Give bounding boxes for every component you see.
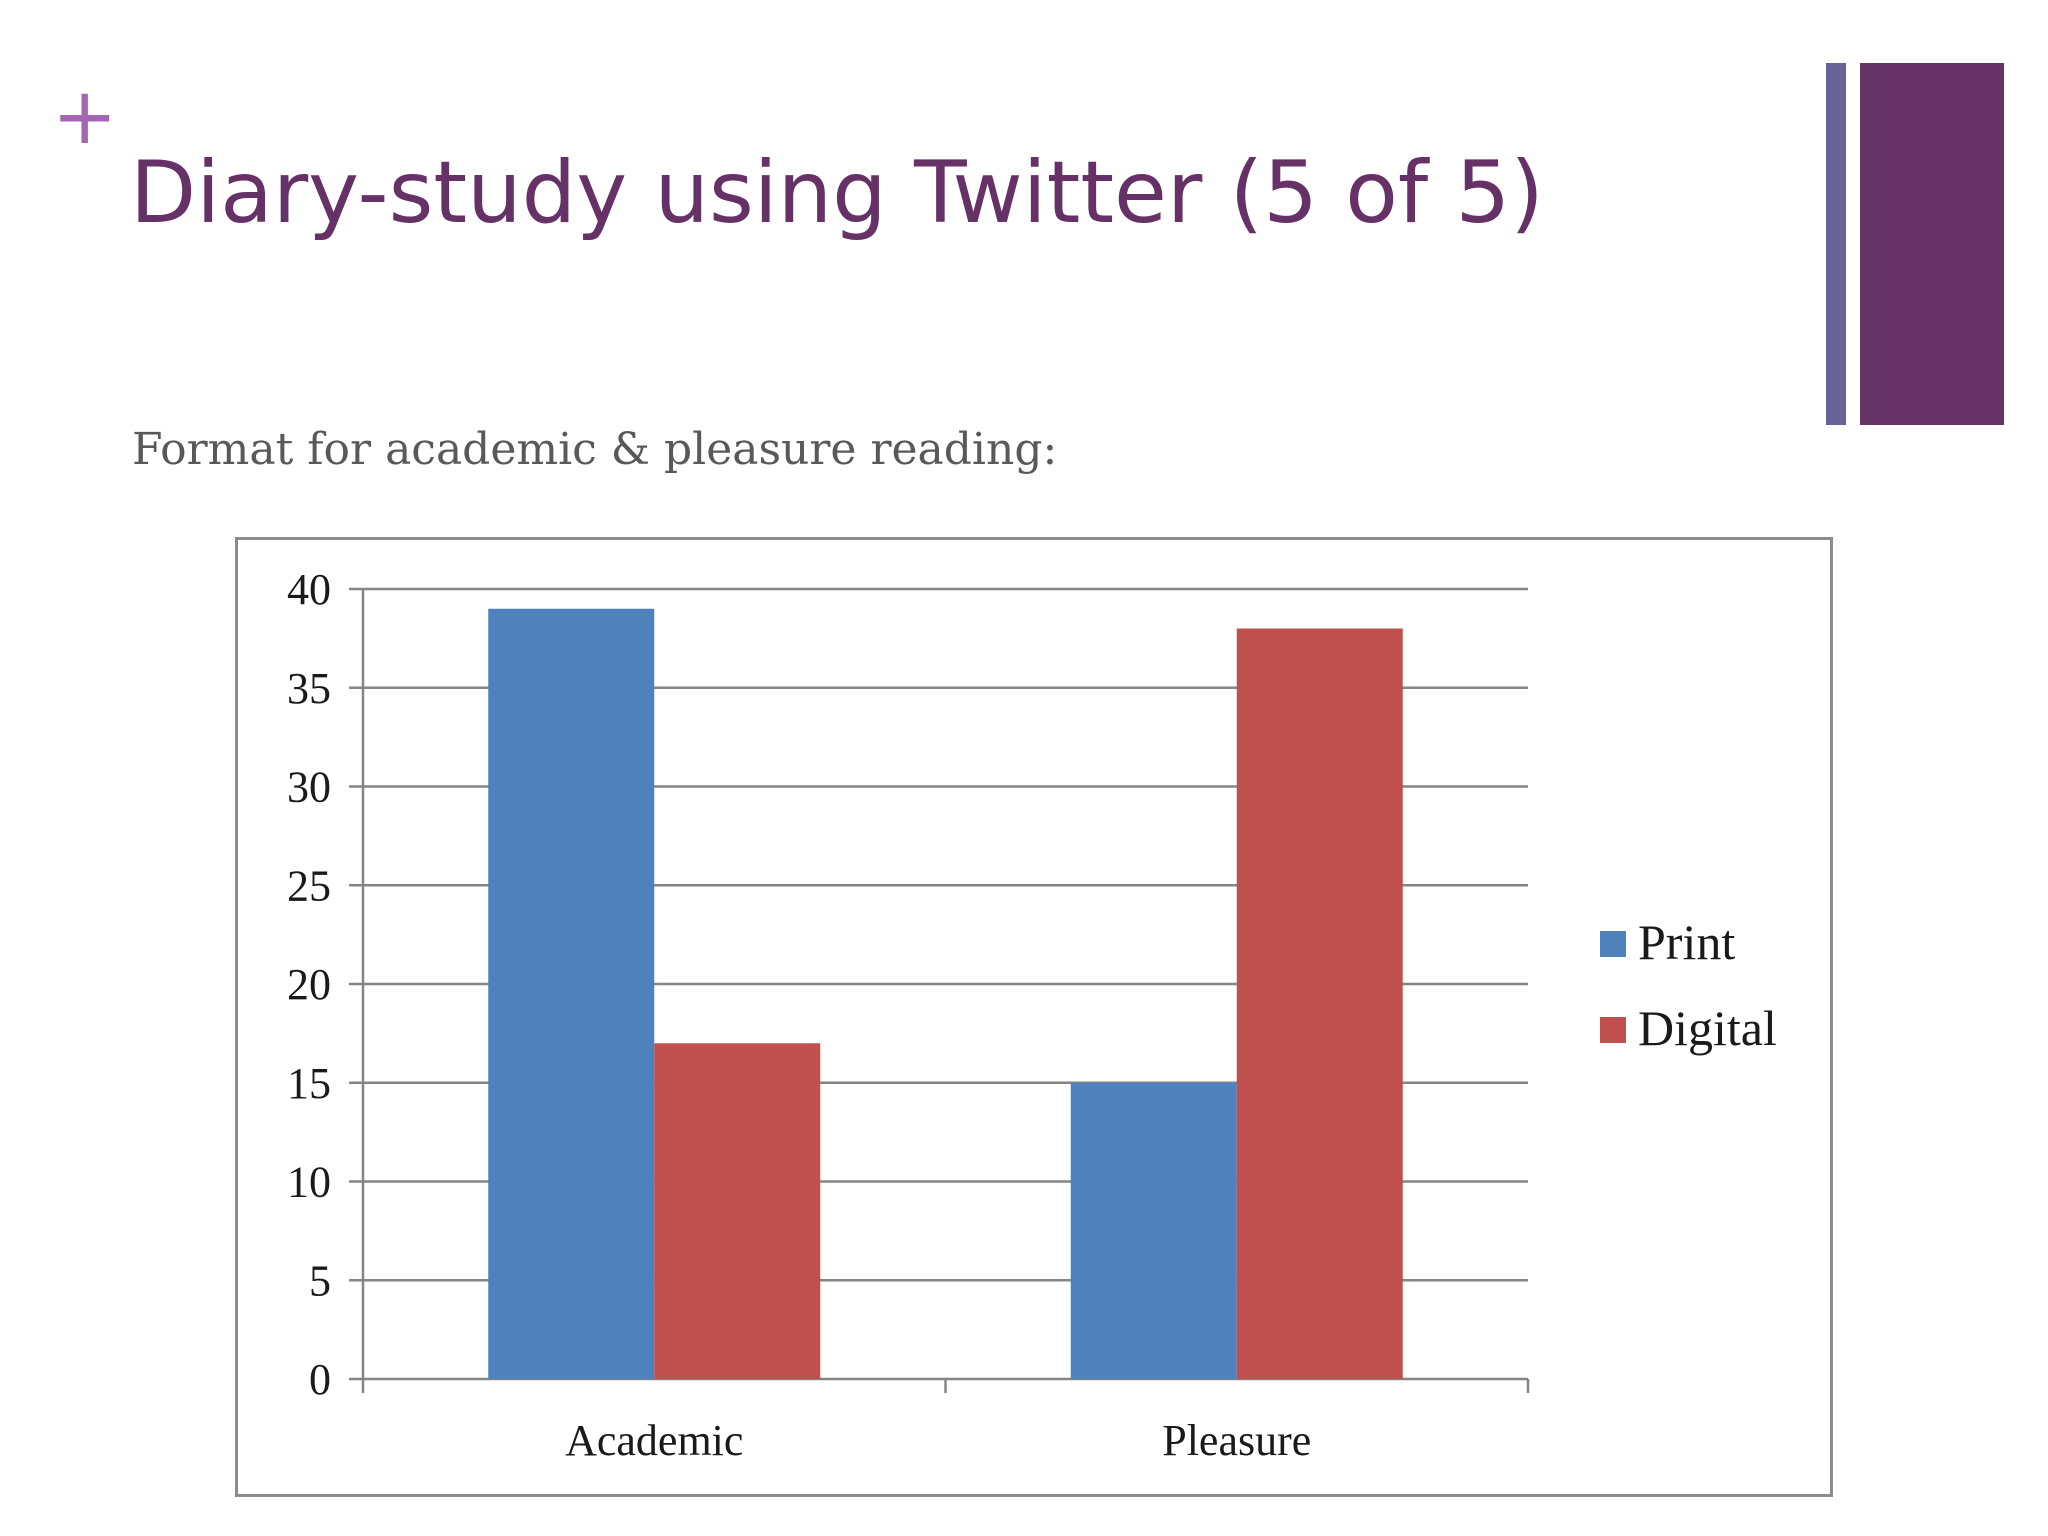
y-tick-label: 30 [287, 763, 331, 812]
slide-subtitle: Format for academic & pleasure reading: [132, 424, 1058, 475]
y-tick-label: 10 [287, 1158, 331, 1207]
bar-digital-pleasure [1236, 628, 1403, 1379]
bar-chart: 0 5 10 15 20 25 30 35 40 Academic Pleasure Print Dig… [287, 565, 1777, 1465]
slide-title: Diary-study using Twitter (5 of 5) [130, 143, 1544, 243]
bar-digital-academic [654, 1043, 821, 1379]
y-tick-label: 40 [287, 565, 331, 614]
y-tick-label: 5 [309, 1256, 331, 1305]
y-tick-label: 35 [287, 664, 331, 713]
x-tick-label: Academic [565, 1416, 743, 1465]
legend-label-digital: Digital [1638, 1000, 1777, 1056]
x-tick-label: Pleasure [1162, 1416, 1311, 1465]
legend-swatch-print [1600, 931, 1626, 957]
bar-print-pleasure [1070, 1082, 1237, 1379]
y-tick-label: 25 [287, 861, 331, 910]
accent-bar-thin [1826, 63, 1846, 425]
accent-bar-wide [1860, 63, 2004, 425]
y-tick-label: 0 [309, 1355, 331, 1404]
bar-print-academic [488, 608, 655, 1379]
legend-label-print: Print [1638, 914, 1735, 970]
y-tick-label: 20 [287, 960, 331, 1009]
chart-frame: 0 5 10 15 20 25 30 35 40 Academic Pleasure Print Dig… [235, 537, 1833, 1497]
legend-swatch-digital [1600, 1017, 1626, 1043]
y-tick-label: 15 [287, 1059, 331, 1108]
plus-icon: + [52, 72, 118, 162]
